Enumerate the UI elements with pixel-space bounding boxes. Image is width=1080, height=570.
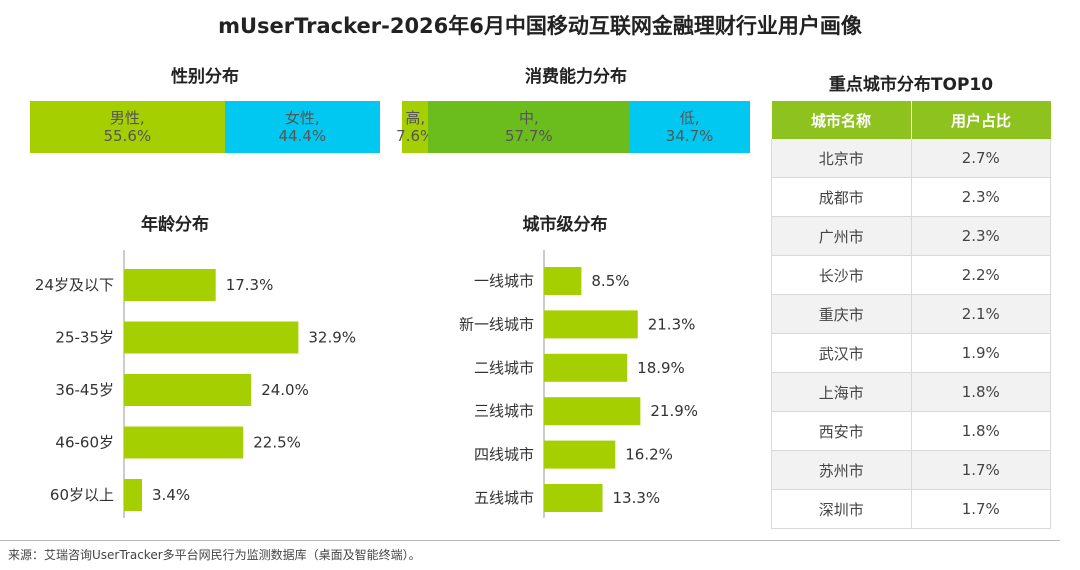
city-name: 苏州市 <box>771 450 911 490</box>
consumption-segment: 中, 57.7% <box>428 101 630 153</box>
gender-segment-category: 男性, <box>109 109 145 127</box>
city-name: 上海市 <box>771 372 911 412</box>
source-note: 来源：艾瑞咨询UserTracker多平台网民行为监测数据库（桌面及智能终端）。 <box>8 548 421 562</box>
city-tier-value-label: 21.9% <box>650 402 698 420</box>
city-name: 广州市 <box>771 216 911 256</box>
column-header-city: 城市名称 <box>771 101 911 139</box>
gender-segment-value: 55.6% <box>103 127 152 145</box>
city-tier-value-label: 16.2% <box>625 446 673 464</box>
age-value-label: 17.3% <box>226 276 274 294</box>
city-tier-category-label: 二线城市 <box>474 359 534 377</box>
consumption-segment: 低, 34.7% <box>629 101 750 153</box>
table-row: 武汉市 1.9% <box>771 333 1051 373</box>
city-tier-value-label: 18.9% <box>637 359 685 377</box>
page-title: mUserTracker-2026年6月中国移动互联网金融理财行业用户画像 <box>218 14 862 38</box>
consumption-segment-category: 中, <box>518 109 539 127</box>
city-share: 2.2% <box>910 255 1051 295</box>
city-share: 2.3% <box>910 177 1051 217</box>
table-row: 西安市 1.8% <box>771 411 1051 451</box>
age-chart-title: 年龄分布 <box>141 215 209 235</box>
city-tier-bar <box>544 440 616 469</box>
age-category-label: 46-60岁 <box>55 434 114 452</box>
gender-stacked-bar: 男性, 55.6% 女性, 44.4% <box>30 101 380 153</box>
column-header-share: 用户占比 <box>910 101 1051 139</box>
city-share: 1.7% <box>910 489 1051 529</box>
city-tier-bar <box>544 397 641 426</box>
consumption-segment-category: 低, <box>679 109 700 127</box>
city-tier-value-label: 21.3% <box>648 315 696 333</box>
age-bar <box>124 374 252 406</box>
gender-segment: 女性, 44.4% <box>224 101 380 153</box>
city-tier-bar <box>544 267 582 295</box>
city-name: 成都市 <box>771 177 911 217</box>
consumption-segment-value: 57.7% <box>505 127 553 145</box>
city-share: 2.3% <box>910 216 1051 256</box>
city-name: 长沙市 <box>771 255 911 295</box>
city-share: 2.1% <box>910 294 1051 334</box>
city-share: 2.7% <box>910 139 1051 178</box>
city-share: 1.8% <box>910 411 1051 451</box>
gender-segment-value: 44.4% <box>278 127 327 145</box>
age-bar <box>124 321 299 354</box>
gender-segment: 男性, 55.6% <box>30 101 225 153</box>
city-name: 重庆市 <box>771 294 911 334</box>
consumption-segment-value: 34.7% <box>665 127 714 145</box>
city-tier-category-label: 一线城市 <box>474 272 534 290</box>
table-row: 上海市 1.8% <box>771 372 1051 412</box>
age-value-label: 32.9% <box>308 329 356 347</box>
table-row: 深圳市 1.7% <box>771 489 1051 529</box>
city-name: 西安市 <box>771 411 911 451</box>
consumption-segment-value: 7.6% <box>396 127 435 145</box>
city-tier-category-label: 五线城市 <box>474 489 534 507</box>
table-row: 苏州市 1.7% <box>771 450 1051 490</box>
gender-chart-title: 性别分布 <box>171 67 239 87</box>
gender-segment-category: 女性, <box>284 109 320 127</box>
age-bar-chart: 24岁及以下 17.3% 25-35岁 32.9% 36-45岁 24.0% 46-60岁 2… <box>35 250 356 518</box>
age-bar <box>124 426 244 459</box>
city-share: 1.8% <box>910 372 1051 412</box>
table-row: 重庆市 2.1% <box>771 294 1051 334</box>
city-tier-bar <box>544 310 638 339</box>
consumption-segment: 高, 7.6% <box>396 101 434 153</box>
city-name: 武汉市 <box>771 333 911 373</box>
city-tier-category-label: 三线城市 <box>474 402 534 420</box>
city-tier-bar <box>544 353 628 382</box>
city-tier-chart-title: 城市级分布 <box>522 215 608 235</box>
age-bar <box>124 269 216 301</box>
age-value-label: 22.5% <box>253 434 301 452</box>
consumption-chart-title: 消费能力分布 <box>525 67 627 87</box>
table-row: 广州市 2.3% <box>771 216 1051 256</box>
age-category-label: 36-45岁 <box>55 381 114 399</box>
age-value-label: 3.4% <box>152 486 190 504</box>
city-top10-table: 城市名称 用户占比 北京市 2.7% 成都市 2.3% 广州市 2.3% 长沙市 2.2… <box>771 101 1051 529</box>
age-category-label: 25-35岁 <box>55 329 114 347</box>
city-tier-category-label: 四线城市 <box>474 446 534 464</box>
city-name: 北京市 <box>771 139 911 178</box>
table-row: 长沙市 2.2% <box>771 255 1051 295</box>
city-tier-bar-chart: 一线城市 8.5% 新一线城市 21.3% 二线城市 18.9% 三线城市 21.9% 四线城市… <box>459 250 698 518</box>
age-category-label: 60岁以上 <box>50 486 114 504</box>
city-name: 深圳市 <box>771 489 911 529</box>
table-row: 成都市 2.3% <box>771 177 1051 217</box>
city-table-title: 重点城市分布TOP10 <box>828 75 994 95</box>
city-tier-value-label: 8.5% <box>591 272 629 290</box>
consumption-segment-category: 高, <box>405 109 426 127</box>
age-category-label: 24岁及以下 <box>35 276 114 294</box>
city-share: 1.7% <box>910 450 1051 490</box>
city-tier-value-label: 13.3% <box>613 489 661 507</box>
city-tier-category-label: 新一线城市 <box>459 315 534 333</box>
city-share: 1.9% <box>910 333 1051 373</box>
consumption-stacked-bar: 高, 7.6% 中, 57.7% 低, 34.7% <box>396 101 750 153</box>
age-value-label: 24.0% <box>261 381 309 399</box>
age-bar <box>124 479 143 511</box>
footer-divider <box>0 540 1060 541</box>
table-row: 北京市 2.7% <box>771 139 1051 178</box>
city-tier-bar <box>544 484 603 512</box>
